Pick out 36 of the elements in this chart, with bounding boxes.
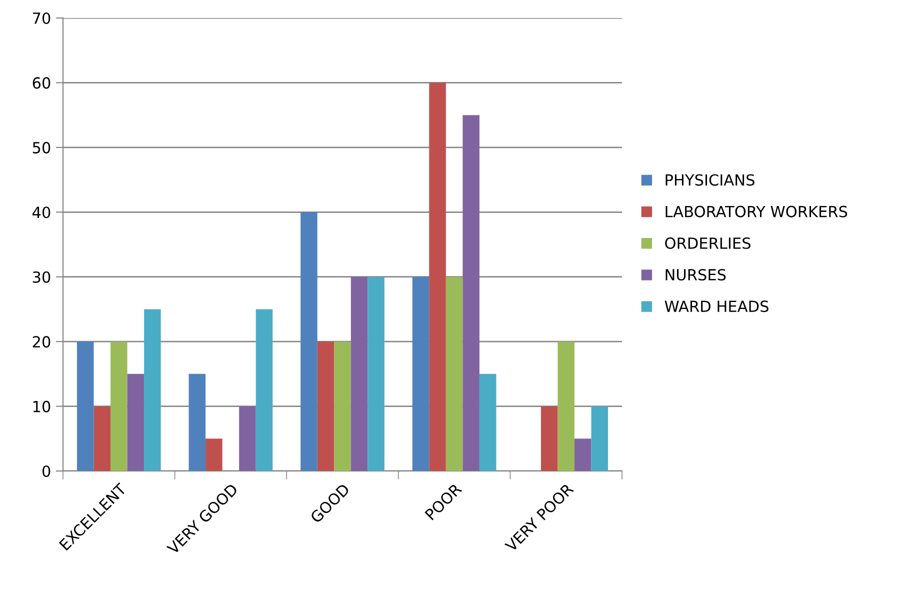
bar: [574, 438, 592, 471]
bar: [412, 276, 430, 471]
legend-label: WARD HEADS: [664, 300, 768, 312]
y-tick-label: 60: [32, 77, 50, 89]
bar: [144, 309, 161, 471]
y-tick-label: 20: [32, 336, 50, 348]
bar: [317, 342, 334, 471]
bar: [429, 82, 446, 471]
legend-label: LABORATORY WORKERS: [666, 206, 848, 218]
bar: [446, 276, 463, 471]
bar: [462, 115, 480, 471]
y-tick-label: 30: [32, 271, 50, 283]
legend-label: PHYSICIANS: [666, 174, 754, 186]
bar: [239, 406, 256, 471]
legend-label: ORDERLIES: [665, 237, 750, 249]
bar: [256, 309, 273, 471]
y-tick-label: 10: [33, 400, 50, 412]
bar: [110, 342, 128, 471]
bar: [206, 438, 222, 471]
bar: [127, 374, 144, 471]
y-tick-label: 40: [32, 206, 50, 218]
bar: [368, 276, 384, 471]
bar: [350, 276, 368, 471]
y-tick-label: 70: [33, 12, 50, 24]
bar: [479, 374, 496, 471]
bar: [76, 342, 94, 471]
legend-label: NURSES: [666, 268, 726, 281]
bar: [591, 406, 608, 471]
bar: [300, 212, 318, 471]
y-tick-label: 50: [32, 142, 50, 154]
y-tick-label: 0: [42, 465, 50, 478]
bar: [558, 342, 574, 471]
bar: [94, 406, 111, 471]
bar: [188, 374, 206, 471]
bar: [540, 406, 558, 471]
bar: [334, 342, 351, 471]
